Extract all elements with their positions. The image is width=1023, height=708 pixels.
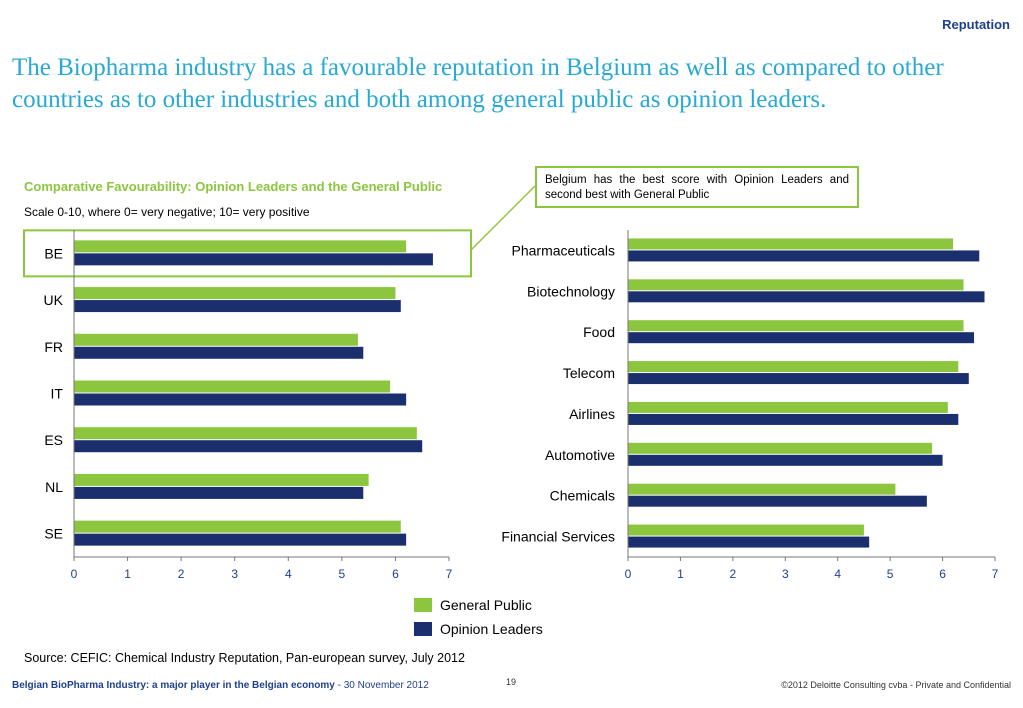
section-label: Reputation <box>942 17 1010 32</box>
country-chart: BE UK FR IT ES NL SE 0 1 2 3 4 5 6 7 <box>23 229 472 581</box>
footer-deck-name: Belgian BioPharma Industry: a major play… <box>12 680 335 691</box>
x-tick-label-3: 3 <box>231 567 238 581</box>
x-tick-label-6: 6 <box>392 567 399 581</box>
x-tick-label-7: 7 <box>992 567 999 581</box>
highlight-box-be <box>23 229 472 278</box>
category-label-se: SE <box>44 526 63 542</box>
callout-connector <box>470 185 536 251</box>
bar-biotechnology-opinion-leaders <box>628 291 985 303</box>
category-label-chemicals: Chemicals <box>550 488 615 504</box>
bar-food-opinion-leaders <box>628 332 975 344</box>
legend-item-general-public: General Public <box>414 594 543 616</box>
category-label-be: BE <box>44 245 63 261</box>
x-tick-label-2: 2 <box>178 567 185 581</box>
x-tick-label-5: 5 <box>339 567 346 581</box>
category-label-fr: FR <box>44 339 63 355</box>
category-label-automotive: Automotive <box>545 447 615 463</box>
bar-automotive-general-public <box>628 442 933 454</box>
bar-food-general-public <box>628 320 964 332</box>
chart-title: Comparative Favourability: Opinion Leade… <box>24 179 443 194</box>
bar-chemicals-opinion-leaders <box>628 495 927 507</box>
bar-pharmaceuticals-general-public <box>628 238 954 250</box>
bar-telecom-opinion-leaders <box>628 373 969 385</box>
x-tick-label-3: 3 <box>782 567 789 581</box>
x-tick-label-0: 0 <box>71 567 78 581</box>
bar-be-opinion-leaders <box>74 253 433 266</box>
x-tick-label-5: 5 <box>887 567 894 581</box>
x-tick-label-4: 4 <box>834 567 841 581</box>
legend-label-opinion-leaders: Opinion Leaders <box>440 621 543 637</box>
industry-chart: Pharmaceuticals Biotechnology Food Telecom A… <box>501 230 999 581</box>
category-label-airlines: Airlines <box>569 406 615 422</box>
bar-fr-opinion-leaders <box>74 346 364 359</box>
category-label-financial-services: Financial Services <box>501 529 615 545</box>
copyright-notice: ©2012 Deloitte Consulting cvba - Private… <box>781 680 1011 690</box>
x-tick-label-0: 0 <box>625 567 632 581</box>
page-number: 19 <box>506 677 517 687</box>
category-label-pharmaceuticals: Pharmaceuticals <box>512 242 616 258</box>
category-label-uk: UK <box>44 292 64 308</box>
source-note: Source: CEFIC: Chemical Industry Reputat… <box>24 651 465 665</box>
bar-financial-services-general-public <box>628 524 864 536</box>
bar-uk-general-public <box>74 287 396 300</box>
bar-uk-opinion-leaders <box>74 300 401 313</box>
bar-nl-general-public <box>74 473 369 486</box>
bar-se-general-public <box>74 520 401 533</box>
legend-swatch-general-public <box>414 598 432 612</box>
legend: General Public Opinion Leaders <box>414 594 543 642</box>
category-label-es: ES <box>44 432 63 448</box>
legend-item-opinion-leaders: Opinion Leaders <box>414 618 543 640</box>
footer-date: - 30 November 2012 <box>334 680 429 691</box>
footer-deck-title: Belgian BioPharma Industry: a major play… <box>12 680 429 691</box>
category-label-it: IT <box>51 386 64 402</box>
bar-airlines-general-public <box>628 401 948 413</box>
x-tick-label-2: 2 <box>730 567 737 581</box>
bar-it-opinion-leaders <box>74 393 407 406</box>
x-tick-label-1: 1 <box>677 567 684 581</box>
legend-label-general-public: General Public <box>440 597 532 613</box>
bar-automotive-opinion-leaders <box>628 454 943 466</box>
bar-es-opinion-leaders <box>74 440 423 453</box>
bar-be-general-public <box>74 240 407 253</box>
category-label-nl: NL <box>45 479 63 495</box>
category-label-biotechnology: Biotechnology <box>527 283 615 299</box>
x-tick-label-7: 7 <box>446 567 453 581</box>
bar-chemicals-general-public <box>628 483 896 495</box>
x-tick-label-6: 6 <box>939 567 946 581</box>
bar-it-general-public <box>74 380 391 393</box>
callout-box: Belgium has the best score with Opinion … <box>535 166 859 208</box>
bar-financial-services-opinion-leaders <box>628 536 870 548</box>
bar-fr-general-public <box>74 333 358 346</box>
x-tick-label-4: 4 <box>285 567 292 581</box>
page-title: The Biopharma industry has a favourable … <box>12 54 944 113</box>
bar-nl-opinion-leaders <box>74 486 364 499</box>
x-tick-label-1: 1 <box>124 567 131 581</box>
legend-swatch-opinion-leaders <box>414 622 432 636</box>
category-label-food: Food <box>583 324 615 340</box>
chart-subtitle: Scale 0-10, where 0= very negative; 10= … <box>24 205 310 219</box>
bar-pharmaceuticals-opinion-leaders <box>628 250 980 262</box>
bar-se-opinion-leaders <box>74 533 407 546</box>
bar-es-general-public <box>74 427 417 440</box>
bar-telecom-general-public <box>628 361 959 373</box>
category-label-telecom: Telecom <box>563 365 615 381</box>
bar-airlines-opinion-leaders <box>628 413 959 425</box>
bar-biotechnology-general-public <box>628 279 964 291</box>
